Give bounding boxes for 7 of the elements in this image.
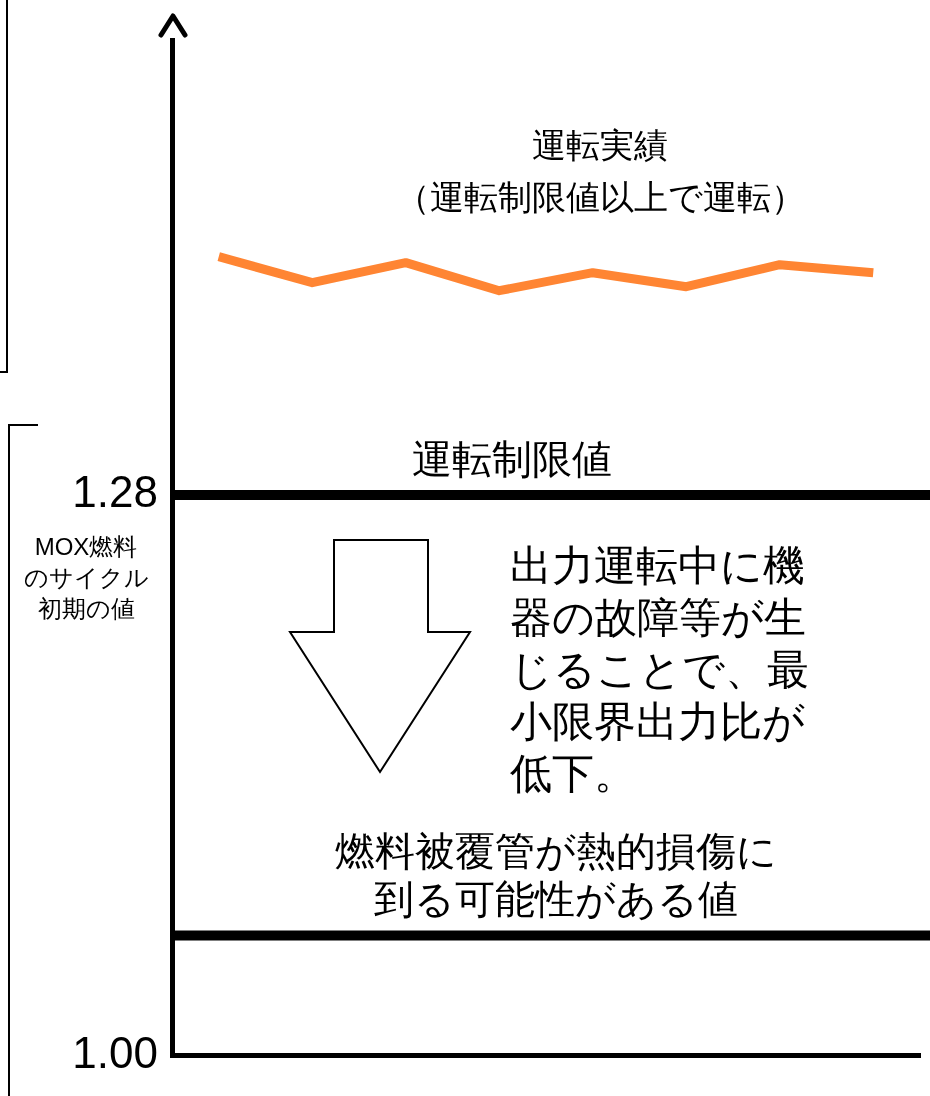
y-tick-label: 1.00 (72, 1027, 158, 1077)
text: MOX燃料のサイクル初期の値 (23, 533, 149, 622)
y-tick-label: 1.28 (72, 467, 158, 517)
annotation: 運転実績（運転制限値以上で運転） (395, 126, 805, 216)
annotation: 出力運転中に機器の故障等が生じることで、最小限界出力比が低下。 (510, 542, 809, 797)
ref-line-label: 運転制限値 (412, 436, 612, 481)
ref-line-label: 燃料被覆管が熱的損傷に到る可能性がある値 (335, 829, 777, 922)
